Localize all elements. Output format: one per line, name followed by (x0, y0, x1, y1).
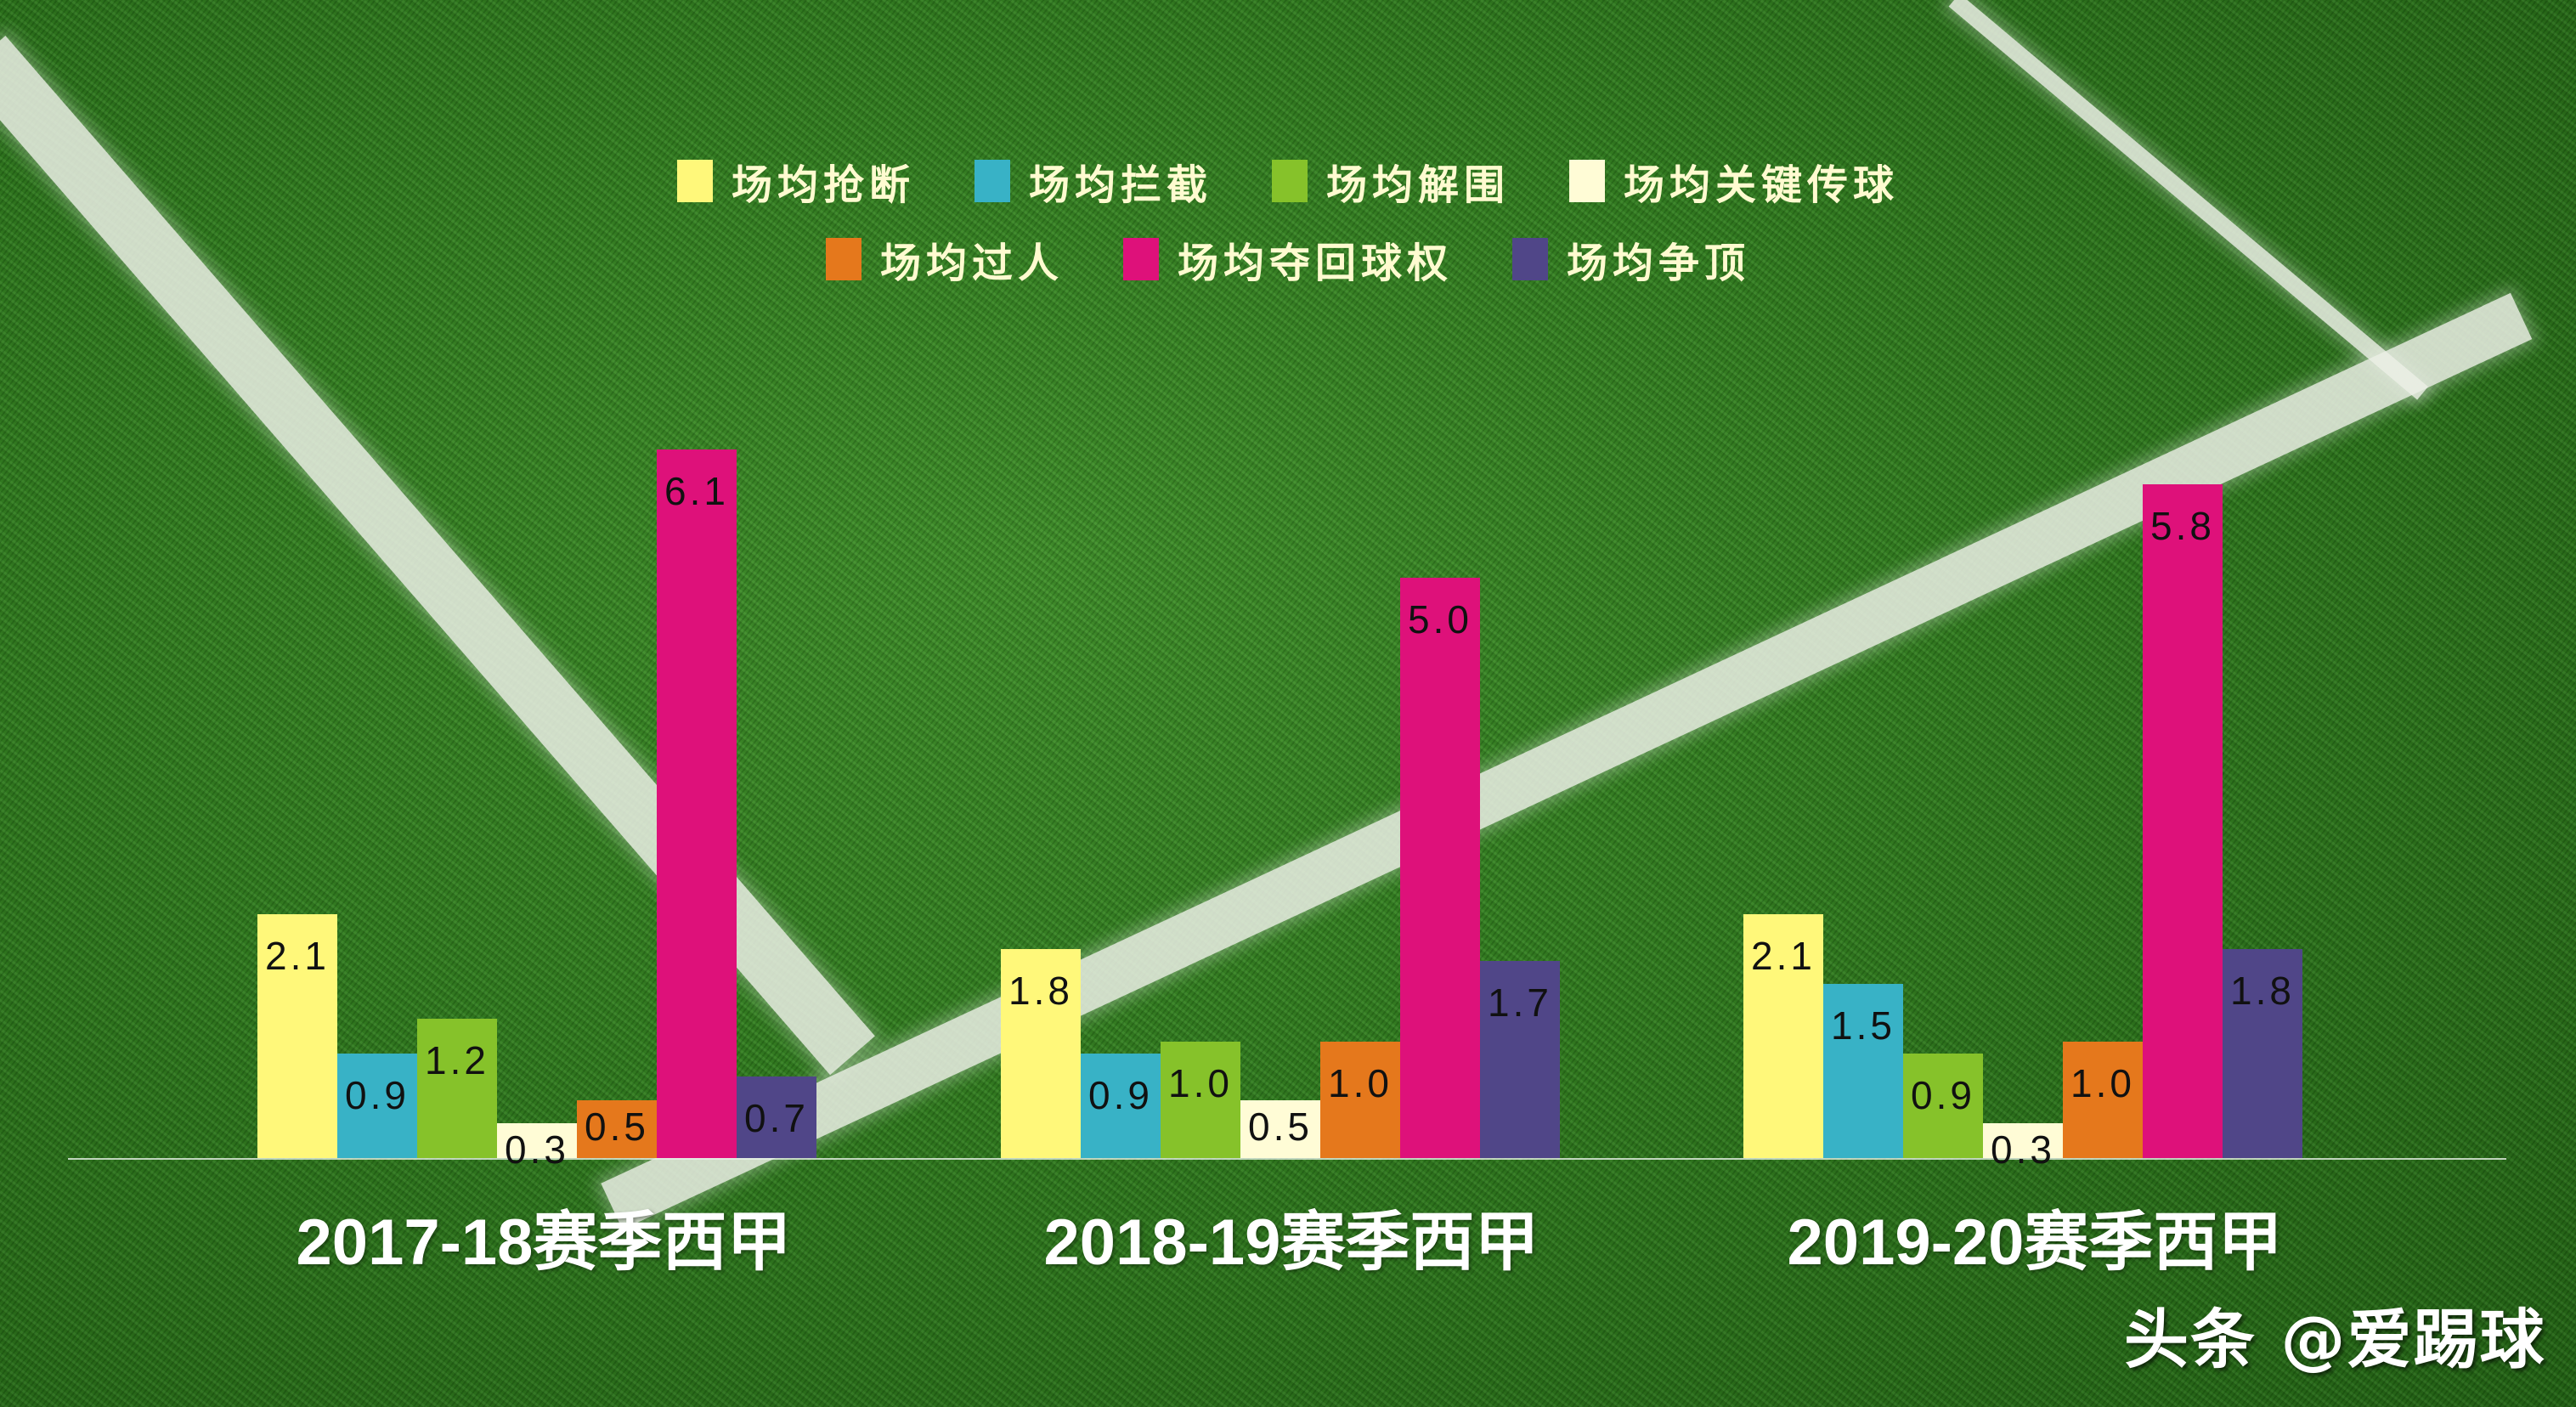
bar-value-label: 0.5 (585, 1104, 649, 1149)
bar: 0.9 (337, 1053, 417, 1158)
bar-value-label: 2.1 (1751, 933, 1816, 978)
bar-value-label: 5.8 (2150, 504, 2215, 549)
bar: 1.0 (1161, 1042, 1240, 1158)
bar: 2.1 (257, 913, 337, 1158)
bar: 1.0 (2063, 1042, 2143, 1158)
bar-value-label: 2.1 (265, 933, 330, 978)
legend-item: 场均拦截 (974, 151, 1212, 211)
bar-value-label: 0.3 (505, 1127, 569, 1172)
bar-value-label: 0.9 (1911, 1072, 1975, 1117)
legend-swatch (825, 238, 861, 280)
legend-swatch (1512, 238, 1548, 280)
bar-group: 2.1 0.9 1.2 0.3 0.5 6.1 0.7 (257, 0, 816, 1172)
legend-label: 场均关键传球 (1624, 161, 1900, 209)
legend-label: 场均拦截 (1028, 161, 1212, 209)
bar-value-label: 1.0 (1168, 1061, 1233, 1106)
bar-value-label: 0.3 (1991, 1127, 2055, 1172)
legend-item: 场均关键传球 (1569, 151, 1899, 211)
bar-value-label: 1.8 (1008, 968, 1073, 1013)
bar: 1.8 (2223, 948, 2302, 1158)
legend-item: 场均抢断 (676, 151, 915, 211)
watermark: 头条 @爱踢球 (2124, 1302, 2546, 1377)
bar-value-label: 1.7 (1488, 980, 1552, 1025)
bar-value-label: 1.2 (425, 1037, 489, 1082)
legend-item: 场均过人 (825, 229, 1064, 289)
bar-value-label: 6.1 (664, 469, 729, 514)
bar-value-label: 1.0 (2070, 1061, 2135, 1106)
x-axis-line (68, 1158, 2506, 1160)
legend-item: 场均解围 (1272, 151, 1510, 211)
legend-label: 场均夺回球权 (1177, 240, 1453, 287)
legend-row-1: 场均抢断 场均拦截 场均解围 场均关键传球 (0, 151, 2576, 211)
bar-value-label: 0.9 (345, 1072, 410, 1117)
bar-value-label: 1.8 (2230, 968, 2295, 1013)
bar-value-label: 0.7 (744, 1096, 809, 1141)
bar: 1.2 (417, 1018, 497, 1158)
legend-swatch (676, 160, 713, 202)
bar: 0.7 (737, 1076, 816, 1158)
bar: 1.0 (1320, 1042, 1400, 1158)
bar: 5.0 (1400, 577, 1480, 1158)
bar-group: 1.8 0.9 1.0 0.5 1.0 5.0 1.7 (1001, 0, 1560, 1158)
legend-swatch (1122, 238, 1159, 280)
legend-swatch (1272, 160, 1308, 202)
legend-label: 场均争顶 (1567, 240, 1751, 287)
bar: 0.3 (1983, 1123, 2063, 1172)
bar-value-label: 1.5 (1831, 1003, 1895, 1048)
bar: 0.5 (1240, 1099, 1320, 1158)
legend-item: 场均争顶 (1512, 229, 1750, 289)
bar: 0.9 (1903, 1053, 1983, 1158)
bar-value-label: 1.0 (1328, 1061, 1393, 1106)
bar-group: 2.1 1.5 0.9 0.3 1.0 5.8 1.8 (1743, 0, 2302, 1172)
legend-label: 场均抢断 (731, 161, 915, 209)
category-label: 2017-18赛季西甲 (296, 1206, 792, 1279)
bar: 1.7 (1480, 960, 1560, 1158)
bar: 0.3 (497, 1123, 577, 1172)
bar: 5.8 (2143, 484, 2223, 1158)
bar-value-label: 0.9 (1088, 1072, 1153, 1117)
bar: 6.1 (657, 449, 737, 1158)
bar: 2.1 (1743, 913, 1823, 1158)
category-label: 2019-20赛季西甲 (1787, 1206, 2283, 1279)
legend-swatch (974, 160, 1010, 202)
bar-value-label: 0.5 (1248, 1104, 1313, 1149)
legend-item: 场均夺回球权 (1122, 229, 1453, 289)
bar: 1.8 (1001, 948, 1081, 1158)
category-label: 2018-19赛季西甲 (1043, 1206, 1539, 1279)
legend-label: 场均解围 (1326, 161, 1511, 209)
legend-row-2: 场均过人 场均夺回球权 场均争顶 (0, 229, 2576, 289)
legend-label: 场均过人 (879, 240, 1064, 287)
legend-swatch (1569, 160, 1606, 202)
bar: 0.9 (1081, 1053, 1161, 1158)
bar-value-label: 5.0 (1408, 596, 1472, 641)
bar: 0.5 (577, 1099, 657, 1158)
bar: 1.5 (1823, 983, 1903, 1158)
